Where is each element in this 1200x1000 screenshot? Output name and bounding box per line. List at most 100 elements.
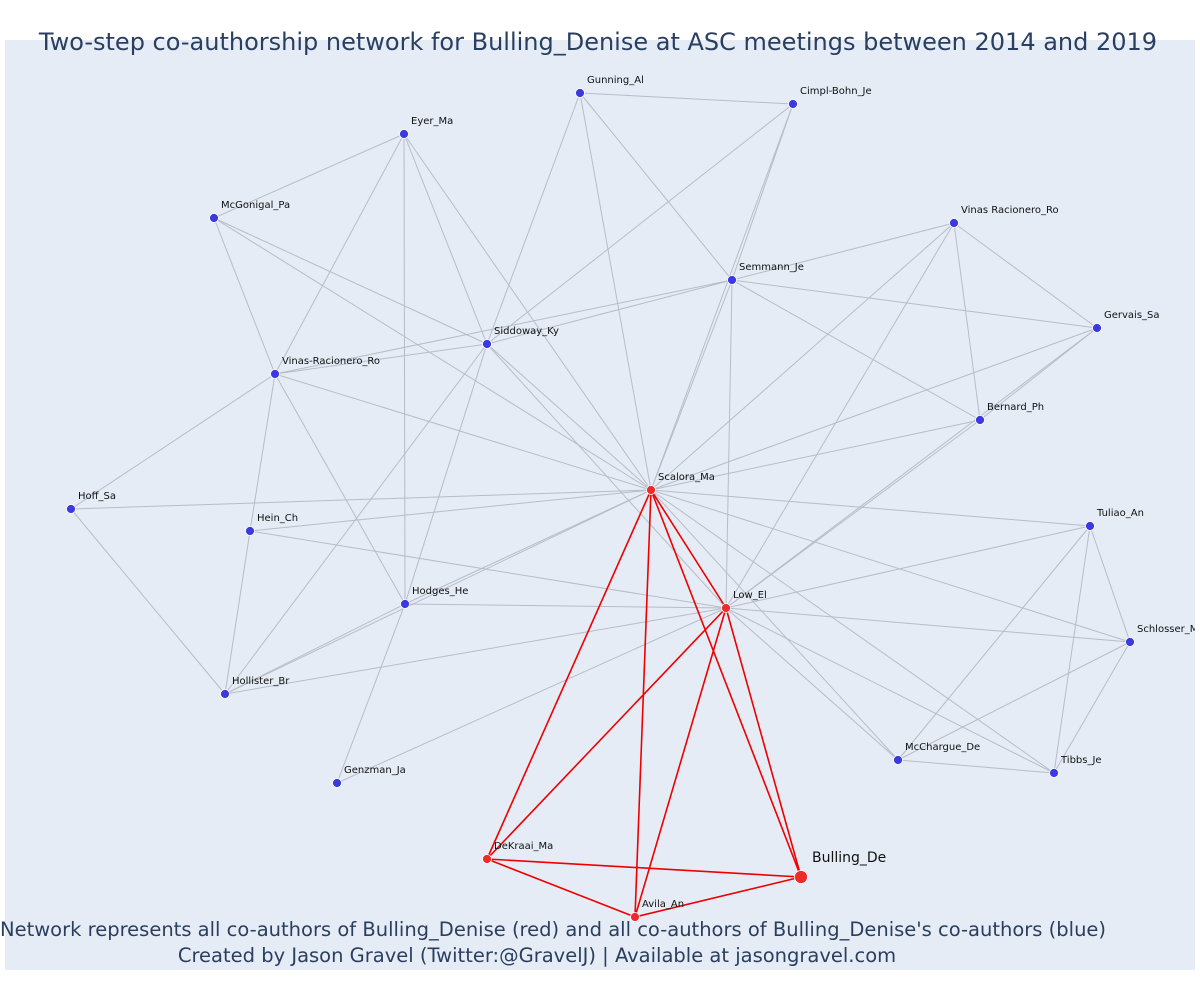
secondary-edges	[70, 92, 1131, 784]
edge-mcgonigal-pa-siddoway-ky	[213, 217, 488, 345]
edge-gunning-al-cimpl-bohn-je	[579, 92, 794, 105]
edge-low-el-hollister-br	[224, 607, 727, 695]
node-label-gunning-al: Gunning_Al	[587, 75, 644, 86]
node-label-schlosser-mj: Schlosser_Mj	[1137, 624, 1200, 635]
edge-bernard-ph-scalora-ma	[650, 419, 981, 491]
edge-semmann-je-siddoway-ky	[486, 279, 733, 345]
edge-hodges-he-hollister-br	[224, 603, 406, 695]
edge-vinas-racionero-ro-semmann-je	[731, 222, 955, 281]
node-hein-ch[interactable]	[245, 526, 255, 536]
edge-semmann-je-low-el	[725, 279, 733, 609]
edge-semmann-je-vinas-racionero-ro	[274, 279, 733, 375]
edge-siddoway-ky-scalora-ma	[486, 343, 652, 491]
edge-scalora-ma-mcchargue-de	[650, 489, 899, 761]
edge-hein-ch-hollister-br	[224, 530, 251, 695]
edge-primary-bulling-de-low-el	[725, 607, 802, 878]
edge-semmann-je-bernard-ph	[731, 279, 981, 421]
node-label-dekraai-ma: DeKraai_Ma	[494, 841, 553, 852]
node-schlosser-mj[interactable]	[1125, 637, 1135, 647]
node-label-vinas-racionero-ro: Vinas Racionero_Ro	[961, 205, 1059, 216]
node-label-hein-ch: Hein_Ch	[257, 513, 298, 524]
node-gunning-al[interactable]	[575, 88, 585, 98]
edge-semmann-je-scalora-ma	[650, 279, 733, 491]
edge-low-el-genzman-ja	[336, 607, 727, 784]
node-siddoway-ky[interactable]	[482, 339, 492, 349]
edge-vinas-racionero-ro-hoff-sa	[70, 373, 276, 510]
caption-line-1: Network represents all co-authors of Bul…	[0, 918, 1107, 941]
edge-gervais-sa-scalora-ma	[650, 327, 1098, 491]
edge-eyer-ma-vinas-racionero-ro	[274, 133, 405, 375]
edge-vinas-racionero-ro-scalora-ma	[274, 373, 652, 491]
node-mcgonigal-pa[interactable]	[209, 213, 219, 223]
edge-cimpl-bohn-je-siddoway-ky	[486, 103, 794, 345]
node-cimpl-bohn-je[interactable]	[788, 99, 798, 109]
node-tibbs-je[interactable]	[1049, 768, 1059, 778]
node-bulling-de[interactable]	[794, 870, 808, 884]
node-label-gervais-sa: Gervais_Sa	[1104, 310, 1160, 321]
edge-mcgonigal-pa-vinas-racionero-ro	[213, 217, 276, 375]
edge-vinas-racionero-ro-scalora-ma	[650, 222, 955, 491]
edge-gervais-sa-low-el	[725, 327, 1098, 609]
edge-eyer-ma-hodges-he	[403, 133, 406, 605]
edge-scalora-ma-tibbs-je	[650, 489, 1055, 774]
node-genzman-ja[interactable]	[332, 778, 342, 788]
node-label-hoff-sa: Hoff_Sa	[78, 491, 116, 502]
edge-tuliao-an-mcchargue-de	[897, 525, 1091, 761]
node-label-tibbs-je: Tibbs_Je	[1060, 755, 1102, 766]
edge-primary-low-el-avila-an	[634, 607, 727, 918]
node-hodges-he[interactable]	[400, 599, 410, 609]
edge-siddoway-ky-hodges-he	[404, 343, 488, 605]
edge-hoff-sa-hollister-br	[70, 508, 226, 695]
edge-primary-scalora-ma-low-el	[650, 489, 727, 609]
edge-schlosser-mj-mcchargue-de	[897, 641, 1131, 761]
node-label-scalora-ma: Scalora_Ma	[658, 472, 715, 483]
edge-eyer-ma-scalora-ma	[403, 133, 652, 491]
edge-gunning-al-scalora-ma	[579, 92, 652, 491]
node-label-eyer-ma: Eyer_Ma	[411, 116, 453, 127]
edge-scalora-ma-hein-ch	[249, 489, 652, 532]
edge-hodges-he-genzman-ja	[336, 603, 406, 784]
node-label-hodges-he: Hodges_He	[412, 586, 468, 597]
edge-siddoway-ky-vinas-racionero-ro	[274, 343, 488, 375]
node-label-bulling-de: Bulling_De	[812, 850, 886, 866]
edge-low-el-schlosser-mj	[725, 607, 1131, 643]
edge-primary-bulling-de-dekraai-ma	[486, 858, 802, 878]
edge-vinas-racionero-ro-bernard-ph	[953, 222, 981, 421]
edge-eyer-ma-mcgonigal-pa	[213, 133, 405, 219]
node-label-siddoway-ky: Siddoway_Ky	[494, 326, 559, 337]
node-label-cimpl-bohn-je: Cimpl-Bohn_Je	[800, 86, 872, 97]
edge-vinas-racionero-ro-gervais-sa	[953, 222, 1098, 329]
node-vinas-racionero-ro[interactable]	[949, 218, 959, 228]
node-hollister-br[interactable]	[220, 689, 230, 699]
node-gervais-sa[interactable]	[1092, 323, 1102, 333]
edge-low-el-tibbs-je	[725, 607, 1055, 774]
node-eyer-ma[interactable]	[399, 129, 409, 139]
edge-gunning-al-semmann-je	[579, 92, 733, 281]
edge-semmann-je-gervais-sa	[731, 279, 1098, 329]
node-avila-an[interactable]	[630, 912, 640, 922]
node-label-low-el: Low_El	[733, 590, 767, 601]
edge-hein-ch-low-el	[249, 530, 727, 609]
node-dekraai-ma[interactable]	[482, 854, 492, 864]
node-semmann-je[interactable]	[727, 275, 737, 285]
node-mcchargue-de[interactable]	[893, 755, 903, 765]
node-vinas-racionero-ro[interactable]	[270, 369, 280, 379]
edge-tuliao-an-tibbs-je	[1053, 525, 1091, 774]
node-tuliao-an[interactable]	[1085, 521, 1095, 531]
node-hoff-sa[interactable]	[66, 504, 76, 514]
node-label-avila-an: Avila_An	[642, 899, 684, 910]
edge-primary-dekraai-ma-avila-an	[486, 858, 636, 918]
edge-primary-bulling-de-scalora-ma	[650, 489, 802, 878]
node-label-semmann-je: Semmann_Je	[739, 262, 804, 273]
primary-edges	[486, 489, 802, 918]
node-low-el[interactable]	[721, 603, 731, 613]
node-bernard-ph[interactable]	[975, 415, 985, 425]
edge-hodges-he-low-el	[404, 603, 727, 609]
edge-siddoway-ky-hollister-br	[224, 343, 488, 695]
edge-cimpl-bohn-je-scalora-ma	[650, 103, 794, 491]
edge-vinas-racionero-ro-hodges-he	[274, 373, 406, 605]
node-label-tuliao-an: Tuliao_An	[1096, 508, 1144, 519]
node-scalora-ma[interactable]	[646, 485, 656, 495]
node-label-genzman-ja: Genzman_Ja	[344, 765, 406, 776]
